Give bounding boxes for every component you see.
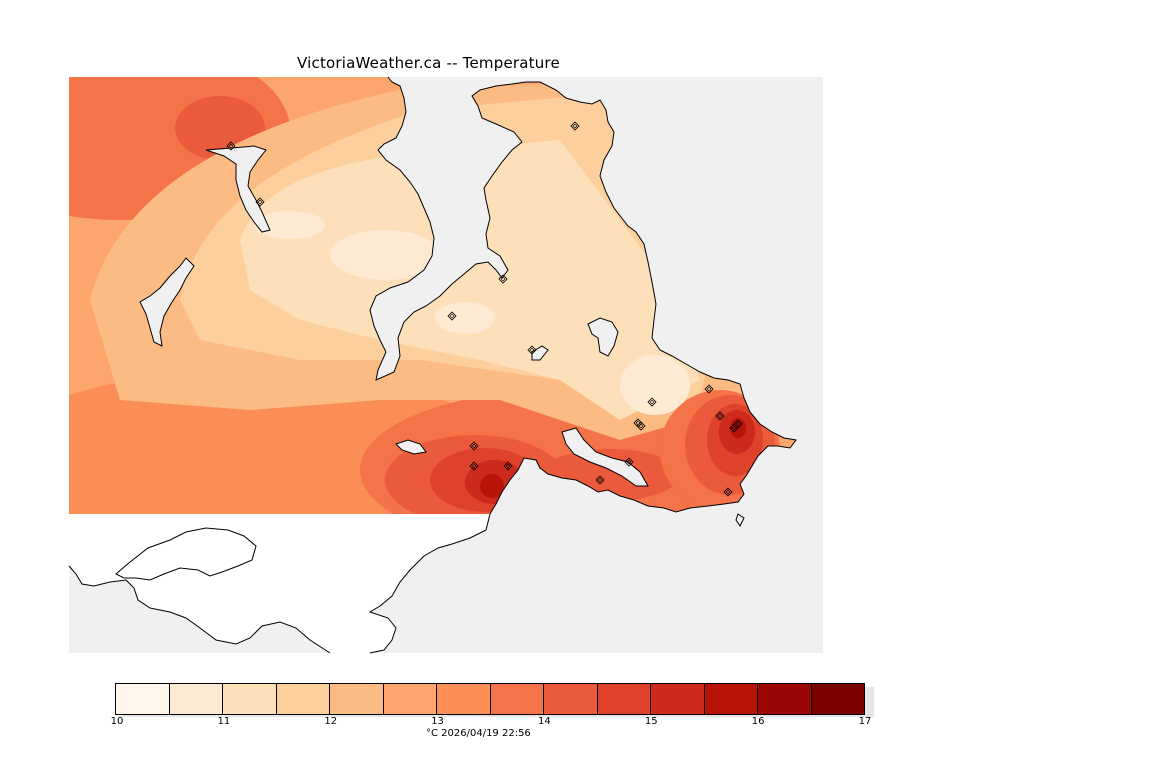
legend-swatch: [597, 684, 651, 714]
no-data-coastline: [68, 513, 491, 654]
legend-tick-label: 13: [431, 716, 444, 727]
coastline: [369, 76, 797, 515]
station-marker-inner: [725, 489, 731, 495]
diamond-icon: [733, 419, 743, 429]
weather-stations: [226, 121, 743, 497]
legend-tick-label: 12: [324, 716, 338, 727]
legend-swatch: [276, 684, 330, 714]
station-marker-inner: [500, 276, 506, 282]
diamond-icon: [647, 397, 657, 407]
station-marker-inner: [471, 463, 477, 469]
station-marker-inner: [449, 313, 455, 319]
station-marker-inner: [649, 399, 655, 405]
diamond-icon: [570, 121, 580, 131]
station-marker-inner: [735, 421, 741, 427]
no-data-landmass: [69, 514, 490, 653]
diamond-icon: [636, 421, 646, 431]
station-marker-inner: [731, 425, 737, 431]
diamond-icon: [595, 475, 605, 485]
station-marker-inner: [505, 463, 511, 469]
diamond-icon: [624, 457, 634, 467]
diamond-icon: [498, 274, 508, 284]
diamond-icon: [469, 461, 479, 471]
station-marker-inner: [626, 459, 632, 465]
station-marker-inner: [638, 423, 644, 429]
legend-swatch: [223, 684, 277, 714]
islet-east: [735, 513, 745, 527]
diamond-icon: [469, 441, 479, 451]
station-marker-inner: [706, 386, 712, 392]
legend-swatch: [544, 684, 598, 714]
station-marker-inner: [471, 443, 477, 449]
diamond-icon: [255, 197, 265, 207]
diamond-icon: [527, 345, 537, 355]
legend-swatch: [811, 684, 864, 714]
station-marker-inner: [529, 347, 535, 353]
legend-swatch: [330, 684, 384, 714]
legend-tick-label: 14: [538, 716, 551, 727]
legend-swatch: [383, 684, 437, 714]
diamond-icon: [226, 141, 236, 151]
legend-swatch: [116, 684, 170, 714]
diamond-icon: [715, 411, 725, 421]
map-title: VictoriaWeather.ca -- Temperature: [297, 54, 560, 72]
station-marker-inner: [572, 123, 578, 129]
station-marker-inner: [257, 199, 263, 205]
diamond-icon: [723, 487, 733, 497]
legend-swatch: [169, 684, 223, 714]
legend-tick-label: 15: [644, 716, 658, 727]
color-legend: [115, 683, 865, 715]
legend-tick-label: 10: [110, 716, 124, 727]
lake-west: [139, 257, 195, 347]
diamond-icon: [704, 384, 714, 394]
legend-tick-label: 11: [217, 716, 231, 727]
legend-swatch: [758, 684, 812, 714]
diamond-icon: [447, 311, 457, 321]
lake-central-east: [587, 317, 619, 357]
harbour-victoria: [561, 427, 649, 487]
station-marker-inner: [717, 413, 723, 419]
diamond-icon: [503, 461, 513, 471]
legend-swatch: [437, 684, 491, 714]
island-south: [395, 439, 427, 455]
legend-swatch: [490, 684, 544, 714]
station-marker-inner: [597, 477, 603, 483]
lake-small: [531, 345, 549, 361]
legend-caption: °C 2026/04/19 22:56: [426, 728, 531, 739]
legend-swatch: [704, 684, 758, 714]
legend-swatch: [651, 684, 705, 714]
station-marker-inner: [228, 143, 234, 149]
legend-tick-label: 17: [858, 716, 872, 727]
legend-tick-label: 16: [751, 716, 765, 727]
inlet-saanich: [205, 145, 271, 233]
